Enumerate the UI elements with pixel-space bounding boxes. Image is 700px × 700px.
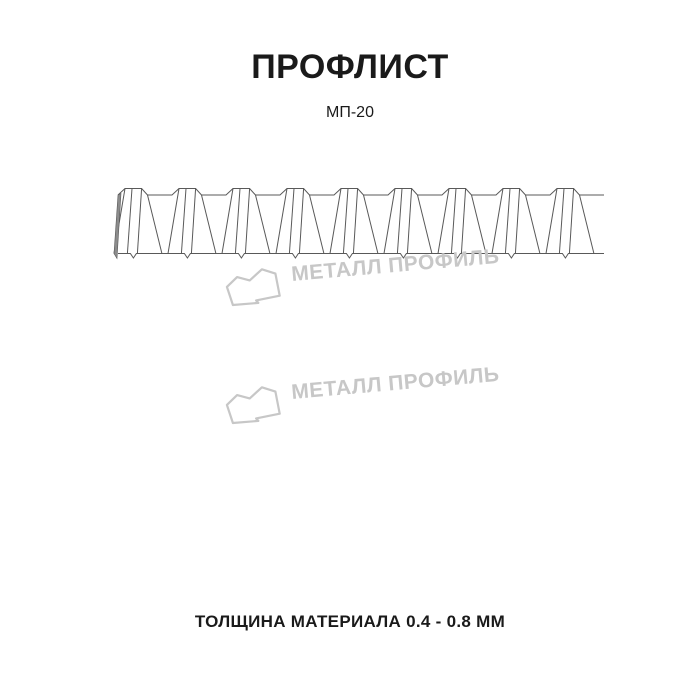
svg-text:МЕТАЛЛ ПРОФИЛЬ: МЕТАЛЛ ПРОФИЛЬ xyxy=(290,363,500,404)
